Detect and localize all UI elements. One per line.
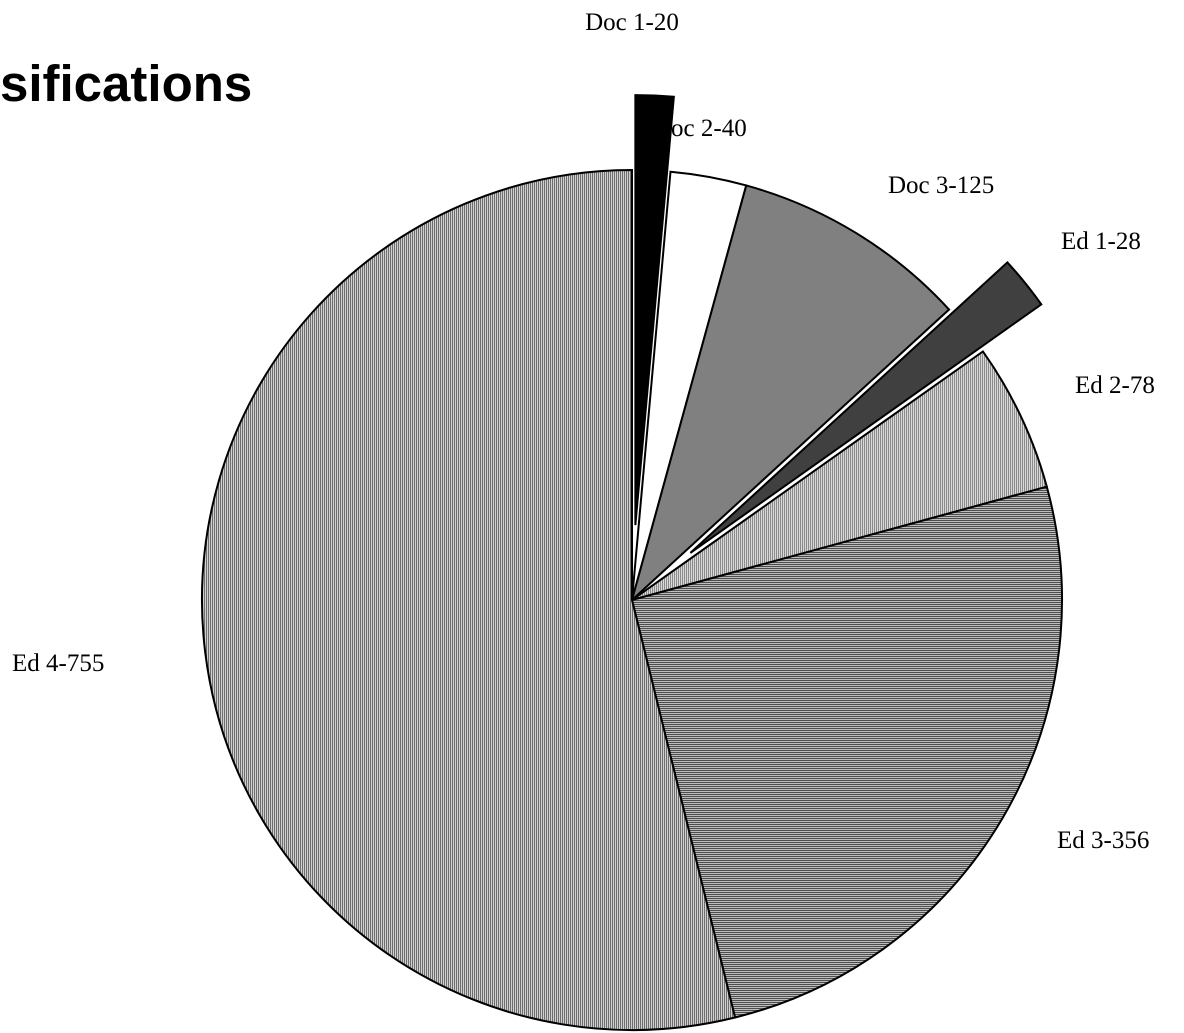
pie-label-ed-3: Ed 3-356 (1057, 827, 1149, 854)
pie-slices (201, 94, 1063, 1031)
page-title: sifications (0, 55, 253, 112)
pie-label-doc-1: Doc 1-20 (585, 9, 679, 36)
pie-label-ed-4: Ed 4-755 (12, 650, 104, 677)
pie-slice-ed-3 (630, 485, 1063, 1019)
pie-slice-ed-1 (689, 261, 1043, 554)
pie-slice-ed-4 (201, 168, 737, 1031)
pie-label-ed-1: Ed 1-28 (1061, 228, 1141, 255)
pie-labels: Doc 1-20 Doc 2-40 Doc 3-125 Ed 1-28 Ed 2-78 E… (12, 9, 1155, 854)
pie-slice-doc-3 (630, 184, 951, 604)
pie-slice-ed-2 (631, 350, 1049, 601)
pie-slice-doc-1 (634, 94, 675, 526)
pie-label-doc-2: Doc 2-40 (653, 115, 747, 142)
pie-label-doc-3: Doc 3-125 (888, 172, 994, 199)
pie-label-ed-2: Ed 2-78 (1075, 372, 1155, 399)
